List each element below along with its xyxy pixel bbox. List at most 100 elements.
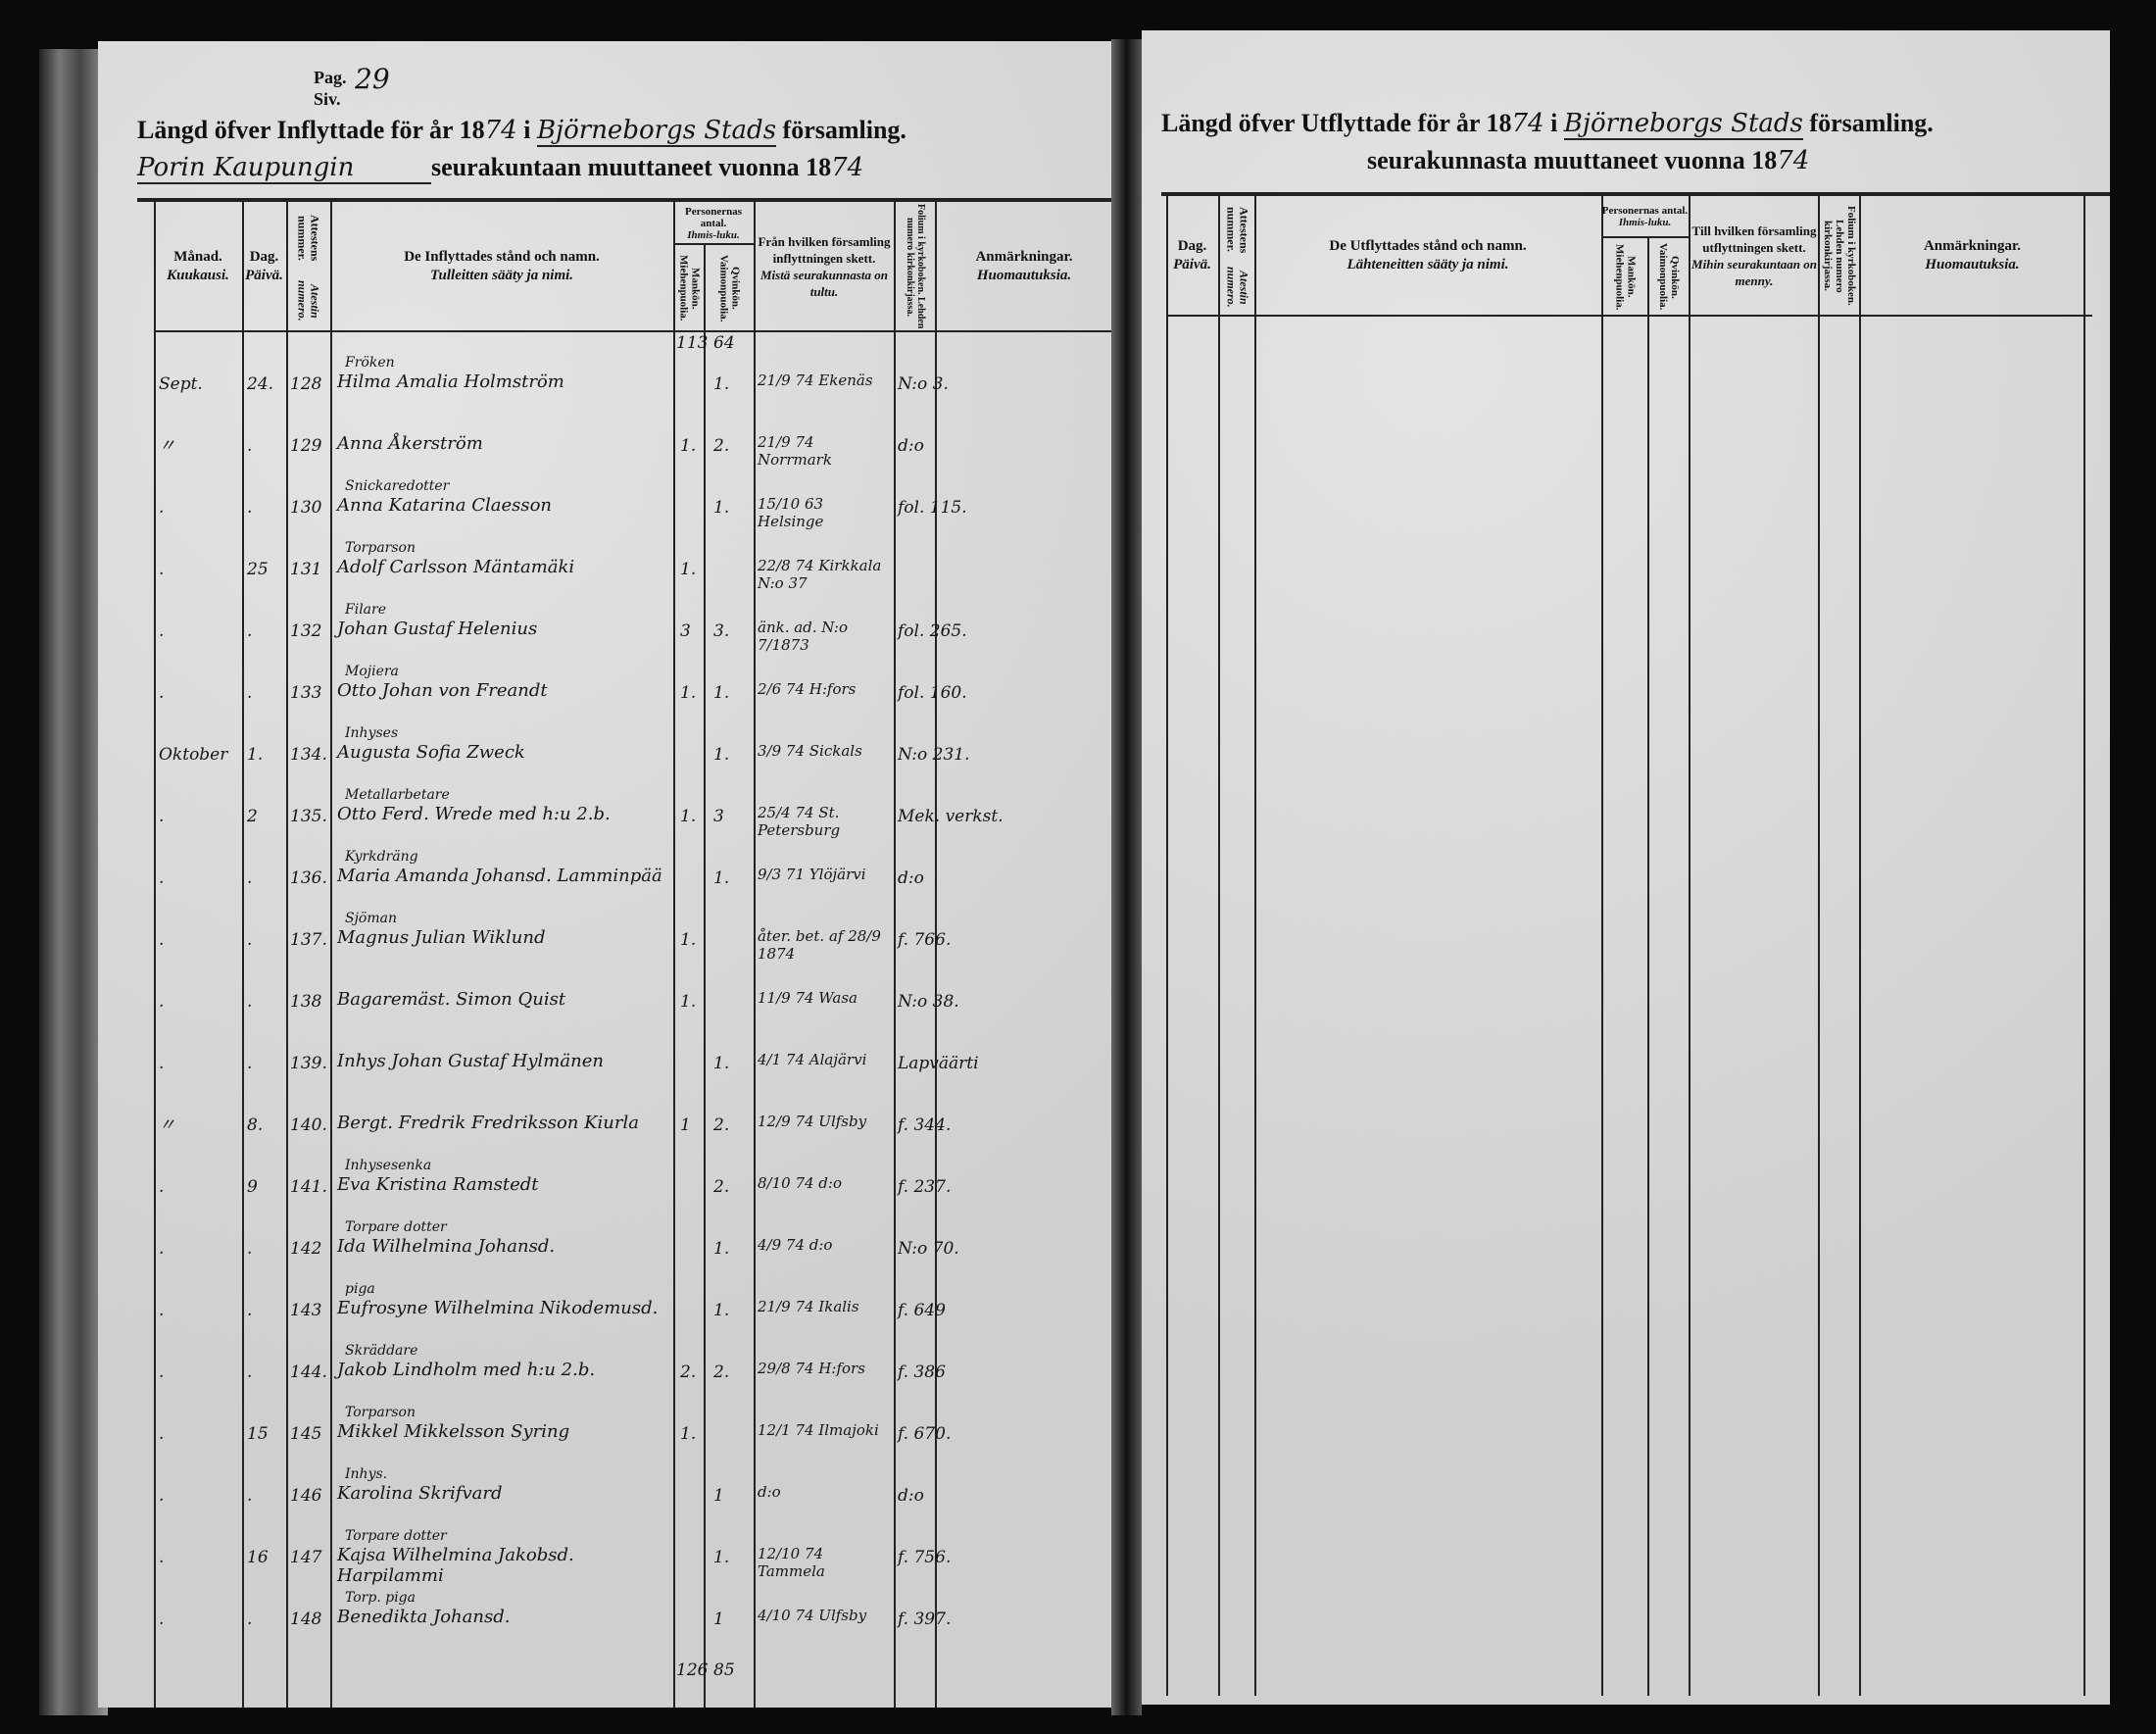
month-cell: . (159, 560, 165, 579)
header-text: Attestens nummer. (295, 215, 322, 262)
month-cell: . (159, 683, 165, 703)
no-cell: 148 (290, 1610, 322, 1629)
no-cell: 137. (290, 930, 327, 950)
female-cell: 1. (713, 374, 730, 394)
from-cell: 22/8 74 Kirkkala N:o 37 (758, 557, 882, 592)
male-cell: 1. (680, 683, 697, 703)
male-cell: 1 (680, 1115, 691, 1135)
header-text-fi: Huomautuksia. (1925, 257, 2020, 272)
female-cell: 1. (713, 498, 730, 518)
header-text: Personernas antal. (684, 206, 743, 229)
table-row: piga Eufrosyne Wilhelmina Nikodemusd... 14… (98, 1281, 1111, 1343)
no-cell: 147 (290, 1548, 322, 1567)
occupation-cell: Metallarbetare (345, 787, 450, 803)
header-day: Dag. Päivä. (242, 204, 286, 329)
no-cell: 139. (290, 1054, 327, 1073)
table-row: Torparson Mikkel Mikkelsson Syring. 15 145 1… (98, 1405, 1111, 1466)
occupation-cell: Torparson (345, 540, 416, 556)
no-cell: 134. (290, 745, 327, 765)
page-label-sv: Pag. (314, 68, 347, 87)
book-page-edges (39, 49, 108, 1715)
col-line (2083, 196, 2085, 1696)
no-cell: 143 (290, 1301, 322, 1320)
female-cell: 3. (713, 621, 730, 641)
title-fi-text: seurakunnasta muuttaneet vuonna 18 (1367, 146, 1778, 174)
header-remarks: Anmärkningar. Huomautuksia. (1861, 198, 2083, 314)
header-name: De Inflyttades stånd och namn. Tulleitten… (330, 204, 673, 329)
table-row: Kyrkdräng Maria Amanda Johansd. Lamminpää… (98, 849, 1111, 911)
no-cell: 136. (290, 868, 327, 888)
folium-cell: Mek. verkst. (898, 807, 1004, 826)
female-cell: 3 (713, 807, 724, 826)
header-text: Till hvilken församling utflyttningen sk… (1691, 223, 1817, 255)
day-cell: . (247, 930, 253, 950)
col-line (242, 202, 244, 1708)
month-cell: . (159, 1486, 165, 1506)
month-cell: Oktober (159, 745, 228, 765)
name-cell: Magnus Julian Wiklund (337, 927, 546, 948)
folium-cell: f. 386 (898, 1362, 946, 1382)
day-cell: . (247, 1054, 253, 1073)
month-cell: . (159, 868, 165, 888)
title-forsamling: församling. (782, 116, 906, 144)
page-label-fi: Siv. (314, 89, 341, 109)
day-cell: . (247, 868, 253, 888)
folium-cell: N:o 70. (898, 1239, 959, 1259)
header-text: De Inflyttades stånd och namn. (404, 249, 600, 265)
table-row: Bagaremäst. Simon Quist.. 138 1. 11/9 74 Wa… (98, 972, 1111, 1034)
no-cell: 130 (290, 498, 322, 518)
name-cell: Hilma Amalia Holmström (337, 372, 564, 392)
table-row: Anna Åkerström 〃. 129 1. 2. 21/9 74 Norrmark d… (98, 417, 1111, 478)
folium-cell: N:o 231. (898, 745, 970, 765)
occupation-cell: Mojiera (345, 664, 399, 679)
name-cell: Bergt. Fredrik Fredriksson Kiurla (337, 1113, 639, 1133)
col-line (673, 202, 675, 1708)
female-cell: 1. (713, 1239, 730, 1259)
table-row: Fröken Hilma Amalia Holmström Sept. 24. 128 1… (98, 355, 1111, 417)
male-cell: 1. (680, 560, 697, 579)
title-parish: Björneborgs Stads (1563, 109, 1803, 140)
day-cell: 2 (247, 807, 258, 826)
title-i: i (1550, 109, 1558, 137)
carried-forward-male: 113 (676, 333, 709, 353)
no-cell: 144. (290, 1362, 327, 1382)
col-line (1218, 196, 1220, 1696)
female-cell: 1. (713, 745, 730, 765)
header-text-fi: Mistä seurakunnasta on tultu. (760, 268, 889, 299)
table-row: Torparson Adolf Carlsson Mäntamäki. 25 131 1… (98, 540, 1111, 602)
left-page-inflyttade: Pag. Siv. 29 Längd öfver Inflyttade för … (98, 41, 1117, 1708)
folium-cell: fol. 115. (898, 498, 967, 518)
header-text: De Utflyttades stånd och namn. (1329, 238, 1527, 254)
header-text-fi: Mihin seurakuntaan on menny. (1691, 257, 1817, 288)
header-text: Anmärkningar. (975, 249, 1073, 265)
no-cell: 146 (290, 1486, 322, 1506)
total-female: 85 (713, 1660, 735, 1680)
day-cell: . (247, 992, 253, 1012)
folium-cell: f. 237. (898, 1177, 952, 1197)
day-cell: 15 (247, 1424, 269, 1444)
title-forsamling: församling. (1809, 109, 1934, 137)
header-folium: Folium i kyrkoboken. Lehden numero kirko… (1822, 206, 1857, 306)
name-cell: Adolf Carlsson Mäntamäki (337, 557, 575, 577)
right-page-utflyttade: Längd öfver Utflyttade för år 1874 i Bjö… (1142, 30, 2110, 1705)
month-cell: . (159, 1301, 165, 1320)
page-number: 29 (355, 63, 390, 95)
from-cell: d:o (758, 1483, 781, 1501)
day-cell: 1. (247, 745, 264, 765)
folium-cell: d:o (898, 436, 924, 456)
occupation-cell: Snickaredotter (345, 478, 450, 494)
header-text-fi: Huomautuksia. (976, 268, 1072, 283)
table-row: Inhysesenka Eva Kristina Ramstedt. 9 141. 2.… (98, 1158, 1111, 1219)
from-cell: 4/1 74 Alajärvi (758, 1051, 867, 1068)
table-row: Filare Johan Gustaf Helenius.. 132 3 3. änk. … (98, 602, 1111, 664)
name-cell: Karolina Skrifvard (337, 1483, 503, 1504)
header-bottom-rule (154, 330, 1111, 332)
from-cell: 3/9 74 Sickals (758, 742, 862, 760)
female-cell: 1. (713, 1548, 730, 1567)
male-cell: 1. (680, 992, 697, 1012)
table-row: Torpare dotter Ida Wilhelmina Johansd... 1… (98, 1219, 1111, 1281)
carried-forward-female: 64 (713, 333, 735, 353)
day-cell: . (247, 1486, 253, 1506)
occupation-cell: Filare (345, 602, 386, 618)
day-cell: . (247, 1301, 253, 1320)
